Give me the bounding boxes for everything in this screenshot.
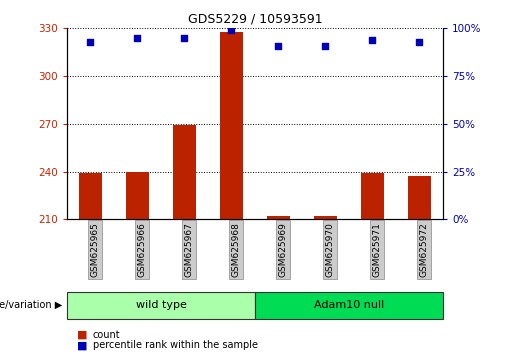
Text: GSM625972: GSM625972 [419,222,428,277]
Text: ■: ■ [77,330,88,339]
Text: GSM625969: GSM625969 [279,222,287,277]
Bar [220,32,243,219]
Bar [267,216,290,219]
Bar [360,173,384,219]
Bar [408,176,431,219]
Text: GSM625971: GSM625971 [372,222,382,277]
Text: GSM625970: GSM625970 [325,222,334,277]
Text: GSM625966: GSM625966 [138,222,146,277]
Text: percentile rank within the sample: percentile rank within the sample [93,340,258,350]
Text: ■: ■ [77,340,88,350]
Point [321,43,330,48]
Text: Adam10 null: Adam10 null [314,300,384,310]
Text: GSM625968: GSM625968 [231,222,241,277]
Bar [173,126,196,219]
Point [227,27,235,33]
Point [133,35,142,41]
Text: GSM625965: GSM625965 [91,222,99,277]
Text: genotype/variation ▶: genotype/variation ▶ [0,300,62,310]
Text: count: count [93,330,121,339]
Point [87,39,95,45]
Bar [314,216,337,219]
Text: wild type: wild type [135,300,186,310]
Point [368,37,376,42]
Point [180,35,188,41]
Text: GSM625967: GSM625967 [184,222,194,277]
Point [274,43,283,48]
Bar [126,172,149,219]
Bar [79,173,102,219]
Title: GDS5229 / 10593591: GDS5229 / 10593591 [187,13,322,26]
Point [415,39,423,45]
